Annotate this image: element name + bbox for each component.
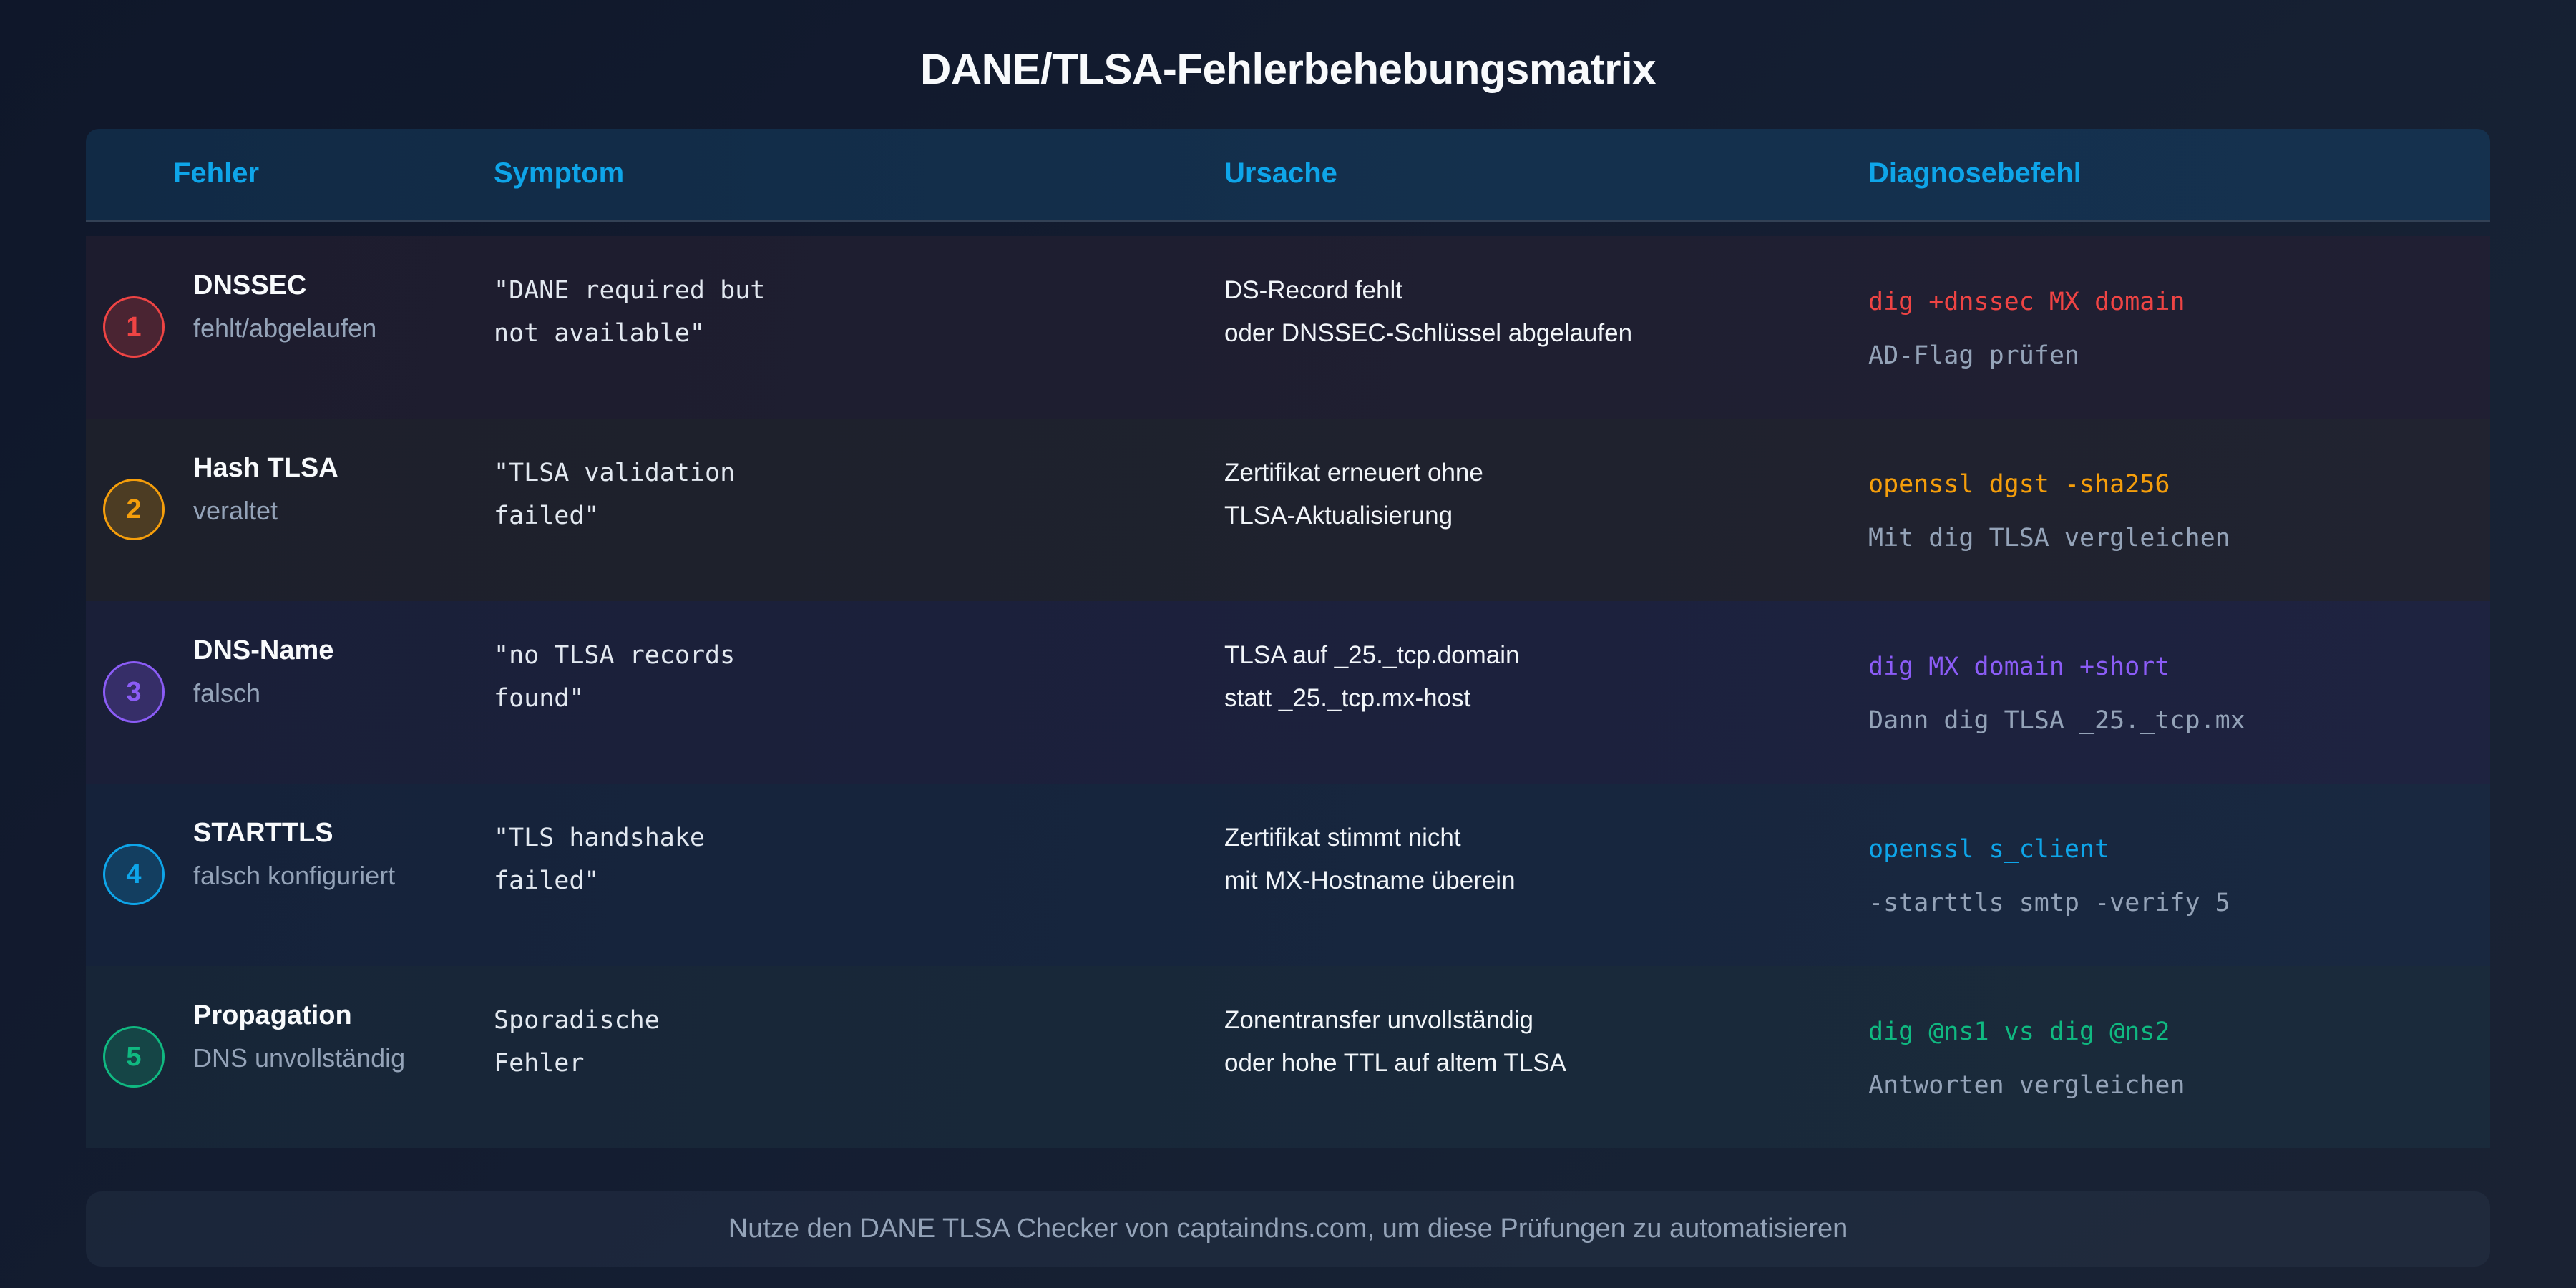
number-badge: 1	[103, 296, 165, 358]
symptom-line-1: "TLSA validation	[494, 459, 736, 487]
cause-line-2: oder hohe TTL auf altem TLSA	[1224, 1049, 1566, 1077]
error-subtitle: veraltet	[193, 496, 278, 525]
column-header-symptom: Symptom	[494, 157, 625, 189]
diagnostic-note: AD-Flag prüfen	[1868, 341, 2080, 370]
column-header-diagnosebefehl: Diagnosebefehl	[1868, 157, 2082, 189]
footer-text: Nutze den DANE TLSA Checker von captaind…	[728, 1214, 1848, 1244]
cause-line-1: DS-Record fehlt	[1224, 276, 1402, 304]
cause-line-2: TLSA-Aktualisierung	[1224, 502, 1453, 530]
number-badge: 5	[103, 1026, 165, 1088]
diagnostic-command: dig @ns1 vs dig @ns2	[1868, 1018, 2170, 1046]
error-subtitle: falsch konfiguriert	[193, 861, 396, 890]
cause-line-1: Zonentransfer unvollständig	[1224, 1006, 1533, 1034]
cause-line-2: mit MX-Hostname überein	[1224, 867, 1516, 894]
symptom-line-1: "DANE required but	[494, 276, 766, 305]
diagnostic-note: Dann dig TLSA _25._tcp.mx	[1868, 706, 2245, 735]
error-title: DNS-Name	[193, 635, 334, 665]
error-title: Hash TLSA	[193, 453, 338, 483]
error-subtitle: falsch	[193, 678, 261, 708]
footer-note: Nutze den DANE TLSA Checker von captaind…	[86, 1191, 2490, 1267]
number-badge: 2	[103, 479, 165, 540]
error-subtitle: fehlt/abgelaufen	[193, 313, 377, 343]
error-subtitle: DNS unvollständig	[193, 1043, 406, 1073]
symptom-line-2: not available"	[494, 319, 706, 348]
table-row-hash-tlsa: 2 Hash TLSA veraltet "TLSA validation fa…	[86, 419, 2490, 601]
symptom-line-2: failed"	[494, 867, 600, 895]
number-badge: 3	[103, 661, 165, 723]
column-header-ursache: Ursache	[1224, 157, 1337, 189]
symptom-line-2: failed"	[494, 502, 600, 530]
cause-line-1: Zertifikat erneuert ohne	[1224, 459, 1483, 487]
symptom-line-2: found"	[494, 684, 585, 713]
symptom-line-1: "TLS handshake	[494, 824, 706, 852]
diagnostic-command: dig +dnssec MX domain	[1868, 288, 2185, 316]
symptom-line-1: "no TLSA records	[494, 641, 736, 670]
diagnostic-note: Mit dig TLSA vergleichen	[1868, 524, 2230, 552]
error-title: DNSSEC	[193, 270, 307, 301]
diagnostic-note: -starttls smtp -verify 5	[1868, 889, 2230, 917]
column-header-fehler: Fehler	[173, 157, 260, 189]
diagnostic-note: Antworten vergleichen	[1868, 1071, 2185, 1100]
cause-line-2: oder DNSSEC-Schlüssel abgelaufen	[1224, 319, 1633, 347]
cause-line-2: statt _25._tcp.mx-host	[1224, 684, 1471, 712]
cause-line-1: Zertifikat stimmt nicht	[1224, 824, 1461, 852]
table-row-dnssec: 1 DNSSEC fehlt/abgelaufen "DANE required…	[86, 236, 2490, 419]
page-title: DANE/TLSA-Fehlerbehebungsmatrix	[920, 45, 1656, 93]
error-title: STARTTLS	[193, 818, 333, 848]
diagnostic-command: openssl dgst -sha256	[1868, 470, 2170, 499]
diagnostic-command: dig MX domain +short	[1868, 653, 2170, 681]
symptom-line-2: Fehler	[494, 1049, 585, 1078]
table-row-dns-name: 3 DNS-Name falsch "no TLSA records found…	[86, 601, 2490, 784]
table-header: Fehler Symptom Ursache Diagnosebefehl	[86, 129, 2490, 222]
table-row-starttls: 4 STARTTLS falsch konfiguriert "TLS hand…	[86, 784, 2490, 966]
symptom-line-1: Sporadische	[494, 1006, 660, 1035]
table-row-propagation: 5 Propagation DNS unvollständig Sporadis…	[86, 966, 2490, 1148]
diagnostic-command: openssl s_client	[1868, 835, 2110, 864]
number-badge: 4	[103, 844, 165, 905]
error-title: Propagation	[193, 1000, 352, 1030]
cause-line-1: TLSA auf _25._tcp.domain	[1224, 641, 1520, 669]
